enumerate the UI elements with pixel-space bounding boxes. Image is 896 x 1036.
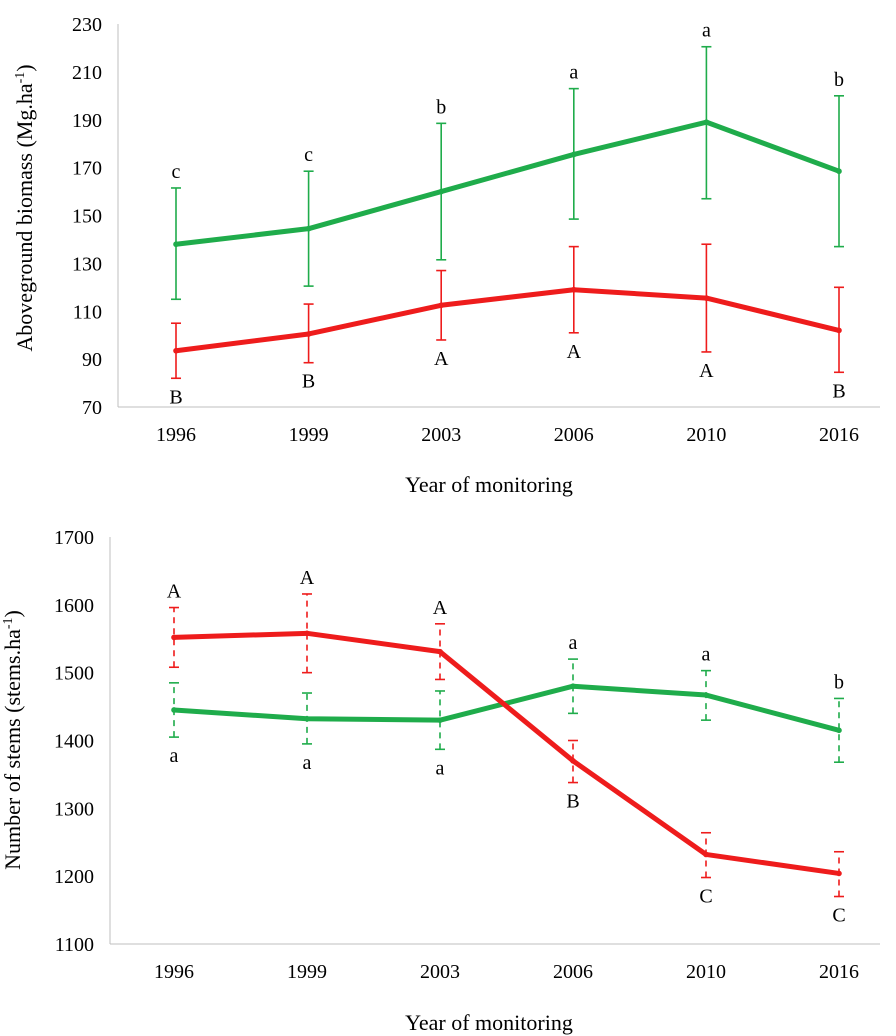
significance-label: A	[433, 597, 448, 619]
data-point	[305, 225, 312, 232]
significance-label: a	[170, 745, 179, 767]
data-point	[703, 119, 710, 125]
data-point	[438, 302, 445, 309]
x-tick-label: 2006	[554, 424, 594, 446]
data-point	[570, 683, 576, 690]
significance-label: a	[569, 632, 578, 654]
significance-label: a	[702, 20, 711, 42]
x-tick-label: 1999	[287, 961, 327, 983]
x-tick-label: 2016	[819, 961, 859, 983]
data-point	[437, 648, 443, 655]
y-tick-label: 130	[72, 253, 102, 275]
data-point	[571, 151, 577, 158]
significance-label: B	[832, 380, 845, 402]
significance-label: b	[834, 69, 844, 91]
series-line	[173, 287, 842, 354]
stems-chart: Number of stems (stems.ha-1) Year of mon…	[0, 527, 880, 1035]
significance-label: c	[172, 161, 181, 183]
significance-label: a	[569, 62, 578, 84]
data-point	[305, 331, 312, 337]
data-point	[703, 851, 709, 858]
series-line	[171, 630, 842, 876]
y-tick-label: 1100	[55, 934, 94, 956]
data-point	[304, 630, 310, 637]
x-tick-label: 2010	[686, 424, 726, 446]
y-tick-label: 170	[72, 158, 102, 180]
y-tick-label: 230	[72, 14, 102, 36]
significance-label: A	[167, 581, 182, 603]
y-tick-label: 1200	[54, 866, 94, 888]
data-point	[570, 758, 576, 764]
y-axis-label: Aboveground biomass (Mg.ha-1)	[12, 64, 37, 351]
y-axis-label: Number of stems (stems.ha-1)	[0, 610, 25, 870]
data-point	[438, 188, 445, 195]
x-tick-label: 1996	[154, 961, 194, 983]
significance-label: A	[567, 341, 582, 363]
significance-label: a	[702, 644, 711, 666]
significance-label: C	[699, 886, 712, 908]
data-point	[703, 692, 709, 698]
x-tick-label: 2006	[553, 961, 593, 983]
data-point	[836, 727, 842, 734]
data-point	[836, 870, 842, 877]
y-tick-label: 1400	[54, 731, 94, 753]
data-point	[437, 717, 443, 723]
data-point	[836, 168, 842, 175]
significance-label: b	[436, 96, 446, 118]
significance-label: B	[169, 386, 182, 408]
biomass-chart: Aboveground biomass (Mg.ha-1) Year of mo…	[12, 14, 880, 497]
significance-label: A	[699, 360, 714, 382]
x-tick-label: 1999	[289, 424, 329, 446]
y-tick-label: 190	[72, 110, 102, 132]
x-tick-label: 2003	[421, 424, 461, 446]
significance-label: b	[834, 671, 844, 693]
y-tick-label: 90	[82, 349, 102, 371]
significance-label: B	[302, 371, 315, 393]
data-point	[836, 327, 842, 334]
significance-label: B	[566, 791, 579, 813]
data-point	[571, 286, 577, 293]
x-tick-label: 2016	[819, 424, 859, 446]
y-tick-label: 1500	[54, 663, 94, 685]
x-axis-label: Year of monitoring	[405, 472, 573, 497]
x-tick-label: 1996	[156, 424, 196, 446]
y-tick-label: 1600	[54, 595, 94, 617]
data-point	[171, 707, 177, 713]
data-point	[171, 634, 177, 641]
significance-label: A	[434, 348, 449, 370]
series-line	[173, 119, 842, 247]
x-tick-label: 2003	[420, 961, 460, 983]
x-axis-label: Year of monitoring	[405, 1010, 573, 1035]
y-tick-label: 1300	[54, 798, 94, 820]
y-tick-label: 110	[73, 301, 102, 323]
data-point	[304, 715, 310, 722]
y-tick-label: 1700	[54, 527, 94, 549]
data-point	[173, 241, 179, 248]
y-tick-label: 150	[72, 206, 102, 228]
x-tick-label: 2010	[686, 961, 726, 983]
significance-label: A	[300, 567, 315, 589]
significance-label: a	[303, 752, 312, 774]
significance-label: a	[436, 757, 445, 779]
y-tick-label: 210	[72, 62, 102, 84]
data-point	[173, 347, 179, 354]
data-point	[703, 295, 710, 301]
significance-label: C	[832, 905, 845, 927]
significance-label: c	[304, 144, 313, 166]
y-tick-label: 70	[82, 397, 102, 419]
